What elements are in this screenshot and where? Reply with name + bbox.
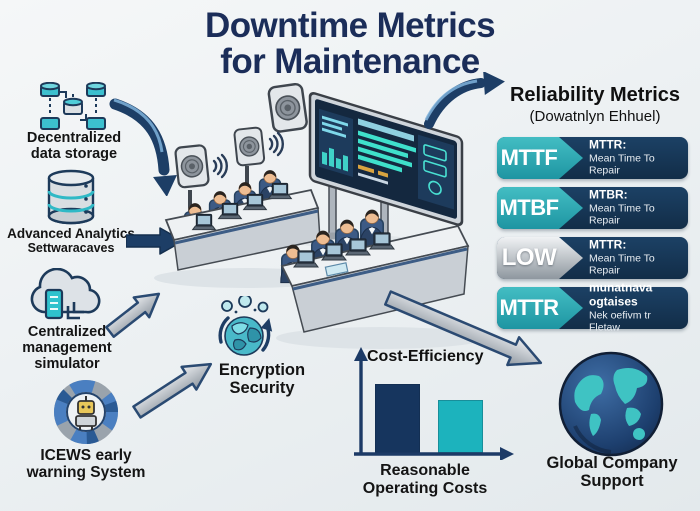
label-decentralized-storage: Decentralized data storage: [26, 130, 122, 162]
badge-desc: Nek oefivm tr Fletaw: [589, 309, 651, 334]
badge-title: munatnava ogtaises: [589, 280, 653, 309]
chart-title: Cost-Efficiency: [367, 348, 484, 365]
badge-code: MTTF: [497, 137, 583, 179]
globe-icon: [558, 351, 664, 457]
badge-mttr: MTTR munatnava ogtaises Nek oefivm tr Fl…: [497, 281, 688, 334]
badge-title: MTTR:: [589, 237, 627, 252]
label-icews: ICEWS early warning System: [26, 447, 146, 482]
badge-code: MTTR: [497, 287, 583, 329]
gray-arrow-down-right-icon: [384, 290, 543, 367]
badge-desc: Mean Time To Repair: [589, 202, 655, 227]
curved-arrow-down-right-icon: [109, 98, 177, 196]
label-global-company-support: Global Company Support: [546, 454, 678, 491]
badge-desc: Mean Time To Repair: [589, 252, 655, 277]
reliability-metrics-heading: Reliability Metrics (Dowatnlyn Ehhuel): [496, 84, 694, 125]
gear-robot-icon: [54, 380, 118, 444]
chart-bars: [345, 342, 517, 460]
badge-desc: Mean Time To Repair: [589, 152, 655, 177]
cost-efficiency-chart: Cost-Efficiency: [345, 342, 517, 460]
metrics-subheading-text: (Dowatnlyn Ehhuel): [529, 108, 661, 125]
database-stack-icon: [47, 169, 95, 225]
control-room-illustration: [154, 82, 486, 349]
gray-arrow-up-right-icon: [105, 292, 161, 338]
metrics-heading-text: Reliability Metrics: [509, 84, 681, 106]
chart-xlabel: Reasonable Operating Costs: [362, 462, 488, 497]
cloud-server-icon: [30, 268, 101, 320]
curved-arrow-right-icon: [424, 72, 505, 129]
page-title: Downtime Metrics for Maintenance: [0, 8, 700, 79]
wall-dashboard-screen: [308, 91, 464, 226]
label-advanced-analytics: Advanced Analytics Settwaracaves: [7, 226, 135, 255]
gray-arrow-up-right-icon: [132, 362, 213, 419]
encryption-sphere-icon: [218, 296, 273, 356]
chart-axes: [354, 347, 514, 460]
badge-code: LOW: [497, 237, 583, 279]
chart-bar: [438, 400, 483, 453]
badge-low: LOW MTTR: Mean Time To Repair: [497, 237, 688, 279]
badge-code: MTBF: [497, 187, 583, 229]
straight-arrow-right-icon: [126, 227, 184, 255]
label-encryption-security: Encryption Security: [218, 361, 306, 398]
chart-bar: [375, 384, 420, 453]
badge-mtbf: MTBF MTBR: Mean Time To Repair: [497, 187, 688, 229]
distributed-storage-icon: [40, 82, 106, 130]
label-centralized-management: Centralized management simulator: [22, 324, 112, 372]
title-line-2: for Maintenance: [220, 41, 480, 81]
title-line-1: Downtime Metrics: [205, 6, 496, 45]
badge-mttf: MTTF MTTR: Mean Time To Repair: [497, 137, 688, 179]
badge-title: MTBR:: [589, 187, 628, 202]
badge-title: MTTR:: [589, 137, 627, 152]
